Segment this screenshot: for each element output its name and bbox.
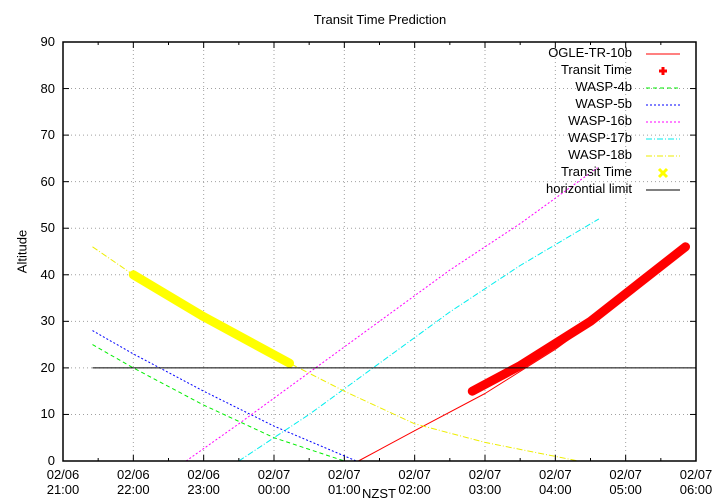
legend-item-wasp-18b: WASP-18b <box>568 147 632 162</box>
series-transit-time-transit <box>128 270 294 368</box>
x-tick-label: 02/07 00:00 <box>257 467 291 497</box>
x-tick-label: 02/07 01:00 <box>328 467 361 497</box>
legend-item-wasp-16b: WASP-16b <box>568 113 632 128</box>
series-wasp-18b <box>92 246 579 462</box>
x-tick-label: 02/06 22:00 <box>117 467 150 497</box>
x-axis-label: NZST <box>362 486 396 501</box>
series-wasp-16b <box>185 167 598 462</box>
y-tick-label: 20 <box>40 359 55 375</box>
x-tick-label: 02/07 06:00 <box>679 467 713 497</box>
legend-marker-plus-icon <box>659 67 667 75</box>
y-tick-label: 40 <box>40 266 55 282</box>
legend-item-wasp-5b: WASP-5b <box>575 96 632 111</box>
series-wasp-5b <box>92 330 357 462</box>
x-tick-label: 02/06 21:00 <box>46 467 80 497</box>
x-tick-label: 02/07 03:00 <box>468 467 502 497</box>
legend-item-wasp-17b: WASP-17b <box>568 130 632 145</box>
plot-frame <box>62 41 697 462</box>
y-tick-label: 10 <box>40 406 55 422</box>
x-tick-label: 02/07 05:00 <box>609 467 642 497</box>
x-tick-label: 02/07 02:00 <box>398 467 431 497</box>
y-tick-label: 70 <box>40 127 55 143</box>
chart-title: Transit Time Prediction <box>313 12 447 27</box>
series-ogle-tr-10b <box>358 246 686 462</box>
legend-item-transit-time-red: Transit Time <box>560 62 632 77</box>
legend-item-horizontal-limit: horizontial limit <box>546 181 632 196</box>
x-tick-label: 02/06 23:00 <box>187 467 220 497</box>
y-tick-label: 60 <box>40 173 55 189</box>
legend-item-wasp-4b: WASP-4b <box>575 79 632 94</box>
series-wasp-4b <box>92 344 345 462</box>
y-tick-label: 50 <box>40 220 55 236</box>
y-tick-label: 80 <box>40 80 55 96</box>
series-wasp-17b <box>238 218 600 462</box>
legend-marker-cross-icon <box>657 167 669 179</box>
legend-item-transit-time-yellow: Transit Time <box>560 164 632 179</box>
y-tick-label: 30 <box>40 313 55 329</box>
series-transit-time-transit <box>467 242 690 396</box>
legend-item-ogle-tr-10b: OGLE-TR-10b <box>548 45 632 60</box>
x-tick-label: 02/07 04:00 <box>539 467 572 497</box>
y-tick-label: 90 <box>40 34 55 49</box>
y-tick-label: 0 <box>47 453 55 468</box>
